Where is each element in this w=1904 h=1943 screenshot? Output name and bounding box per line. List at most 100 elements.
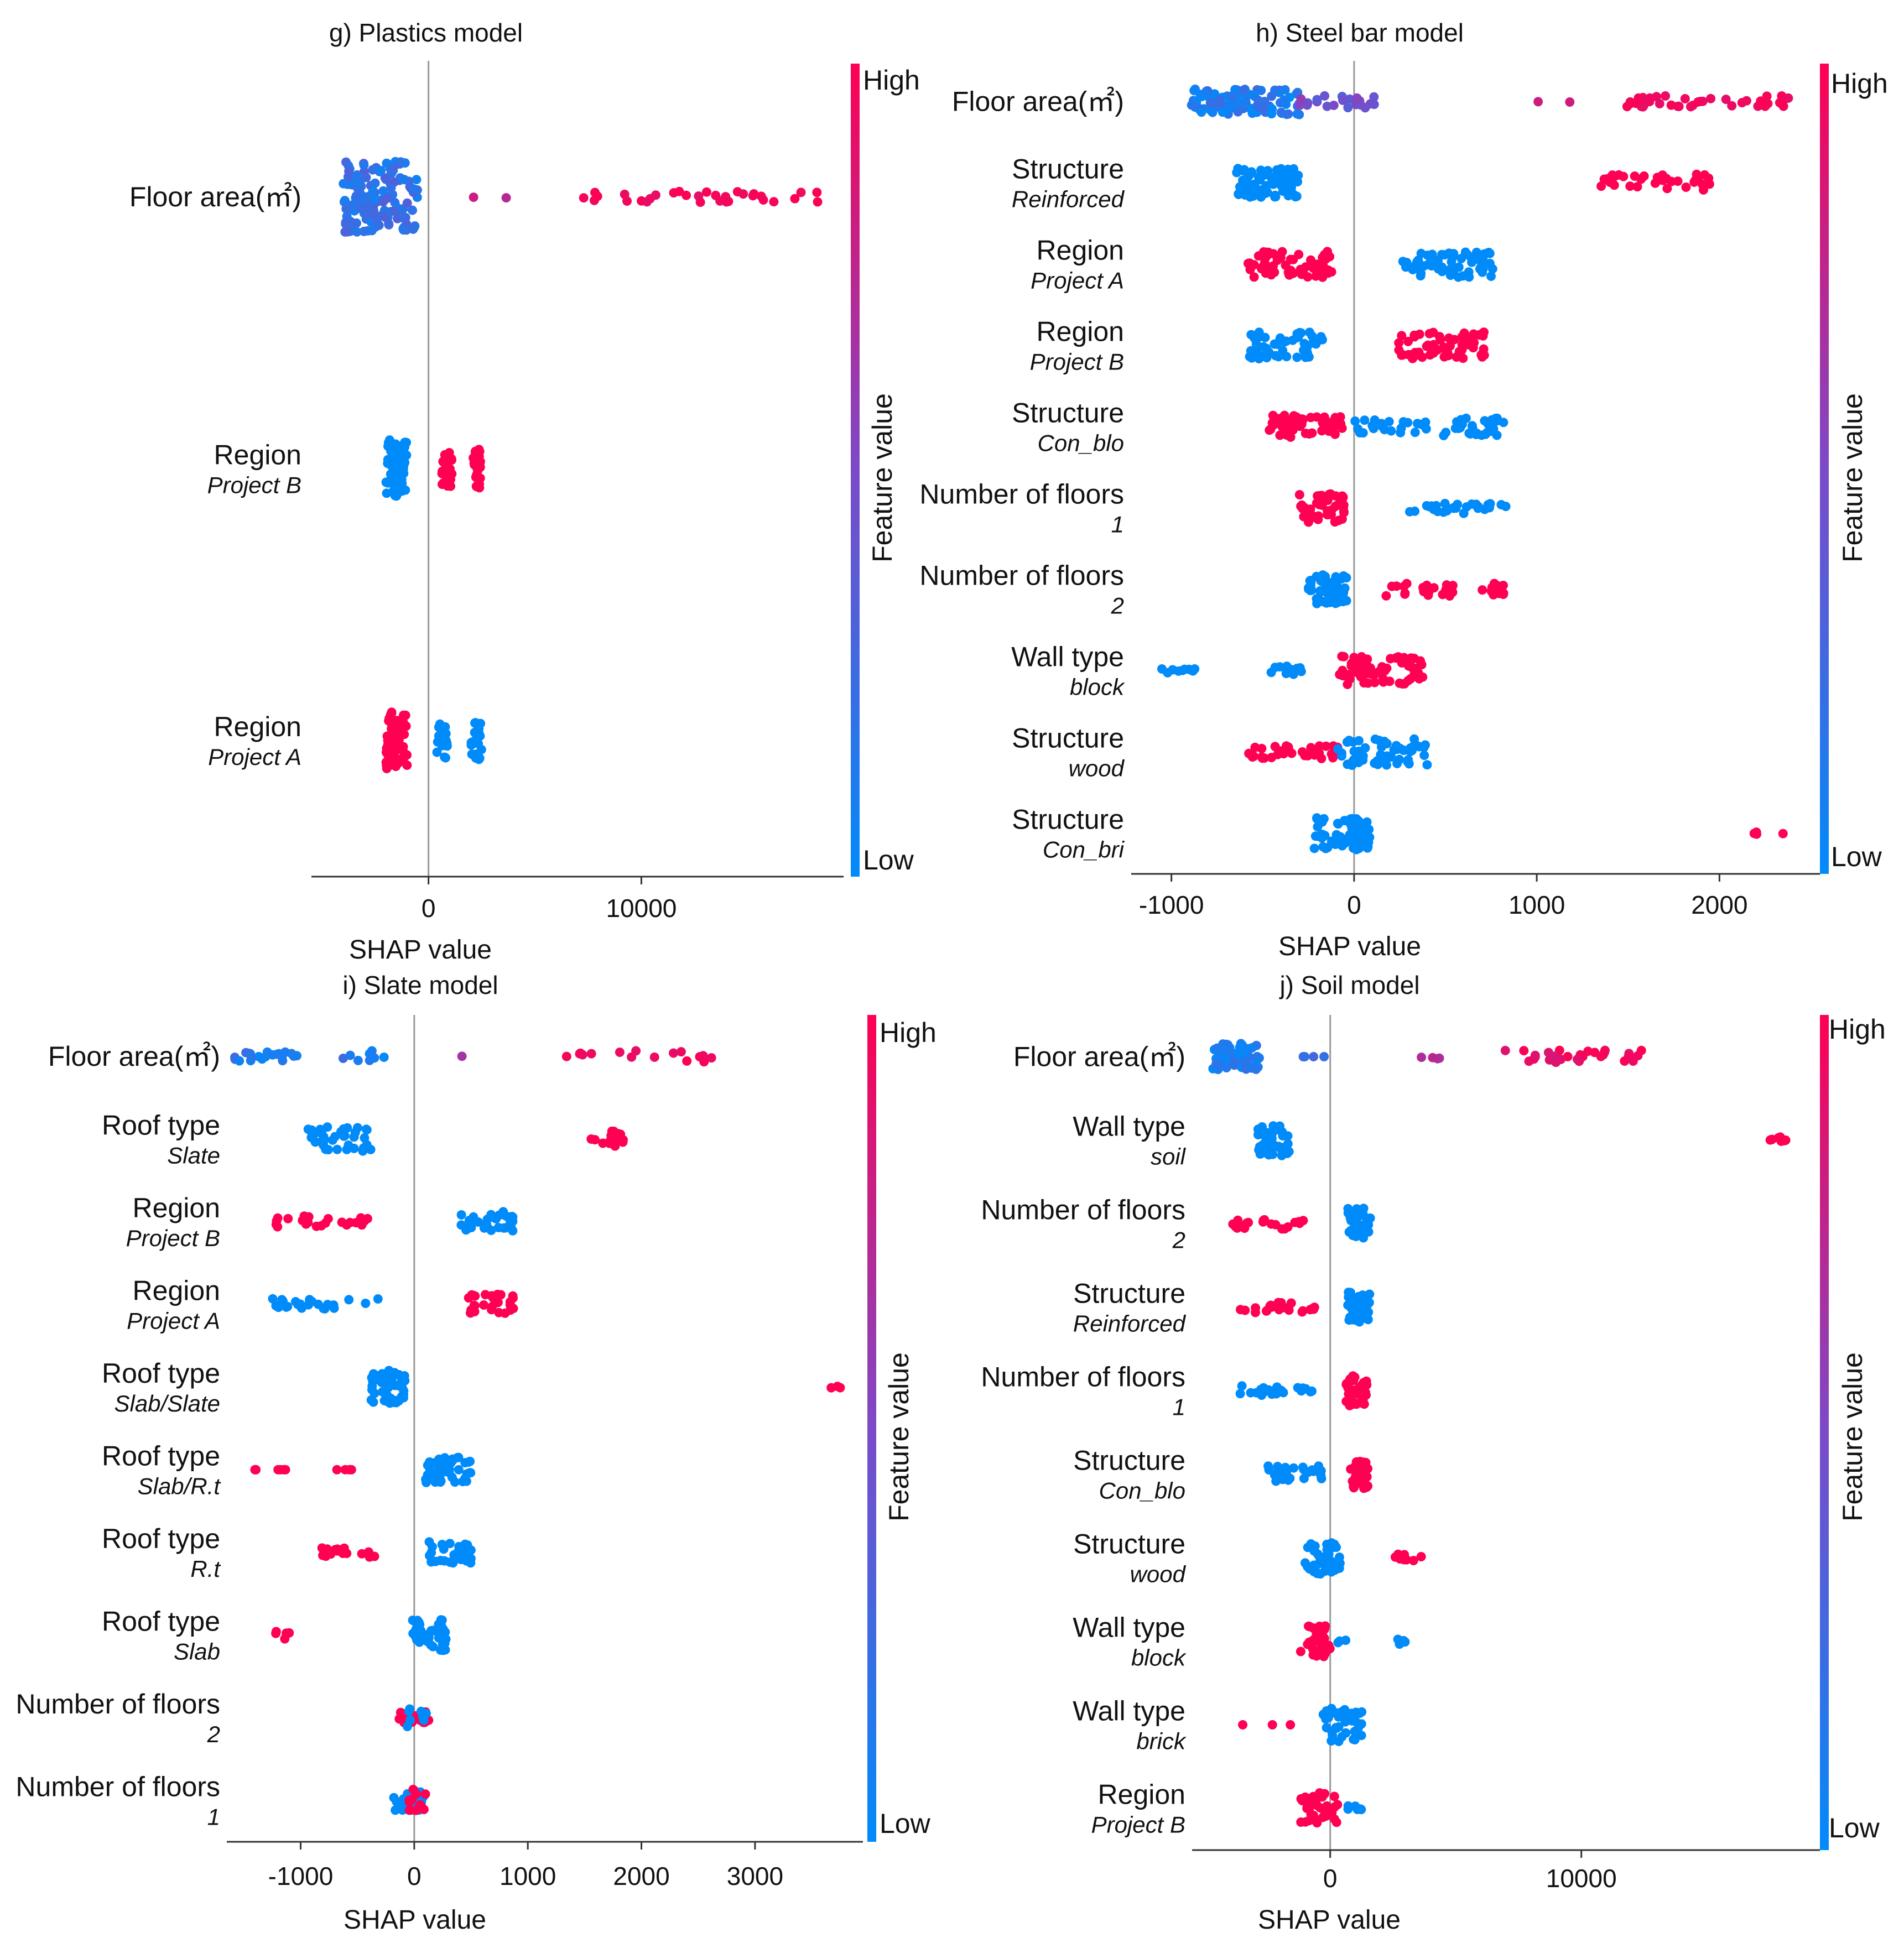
colorbar-label: Feature value — [883, 1352, 914, 1522]
shap-point — [1354, 1721, 1364, 1731]
shap-point — [479, 1300, 489, 1310]
shap-point — [1279, 749, 1289, 759]
shap-point — [418, 1711, 428, 1721]
shap-point — [397, 212, 407, 222]
shap-point — [1419, 261, 1429, 271]
shap-point — [1322, 101, 1332, 111]
shap-point — [378, 186, 388, 196]
slate-model-panel: i) Slate model SHAP value High Low Featu… — [15, 971, 936, 1935]
panel-title: h) Steel bar model — [1256, 18, 1464, 47]
shap-point — [1337, 1732, 1347, 1742]
shap-point — [1336, 751, 1346, 761]
shap-point — [1270, 663, 1280, 673]
shap-point — [1304, 583, 1314, 593]
shap-point — [1369, 92, 1379, 102]
shap-point — [1276, 1470, 1286, 1480]
shap-point — [1246, 1388, 1256, 1398]
shap-point — [1251, 1064, 1261, 1074]
shap-point — [1200, 88, 1210, 98]
colorbar-low-label: Low — [1831, 841, 1882, 872]
feature-name: Floor area(㎡) — [1013, 1041, 1185, 1072]
shap-point — [1267, 1720, 1277, 1730]
shap-point — [1311, 271, 1321, 281]
shap-point — [1343, 1801, 1353, 1811]
shap-point — [1333, 819, 1343, 829]
shap-point — [366, 1051, 376, 1061]
shap-point — [1638, 102, 1648, 112]
shap-point — [367, 1381, 377, 1391]
shap-point — [1356, 1293, 1366, 1303]
shap-point — [440, 722, 450, 732]
shap-point — [1218, 107, 1227, 117]
shap-point — [1310, 1649, 1320, 1659]
feature-sub-label: Con_blo — [1099, 1478, 1185, 1504]
shap-point — [1359, 678, 1369, 688]
shap-point — [408, 1785, 418, 1794]
shap-point — [1341, 1635, 1351, 1645]
shap-point — [1238, 1222, 1247, 1232]
shap-point — [1259, 1147, 1269, 1157]
shap-point — [1196, 107, 1206, 117]
shap-point — [1408, 1556, 1418, 1565]
shap-point — [1474, 502, 1484, 512]
feature-name: Region — [214, 440, 301, 471]
shap-point — [1382, 760, 1392, 770]
shap-point — [1406, 653, 1416, 663]
shap-point — [1226, 103, 1236, 113]
shap-point — [1421, 424, 1431, 434]
shap-point — [384, 220, 394, 230]
feature-name: Number of floors — [981, 1195, 1185, 1226]
shap-point — [1355, 1317, 1364, 1327]
shap-point — [1315, 1569, 1325, 1579]
shap-point — [1489, 585, 1499, 595]
shap-point — [246, 1053, 256, 1063]
feature-sub-label: 1 — [207, 1804, 220, 1830]
shap-point — [412, 175, 422, 185]
shap-point — [812, 187, 822, 197]
shap-point — [1270, 742, 1280, 752]
shap-point — [1297, 1307, 1307, 1317]
shap-point — [1318, 570, 1328, 580]
shap-point — [1429, 503, 1439, 513]
shap-point — [1428, 327, 1438, 337]
shap-point — [1306, 576, 1315, 585]
shap-point — [1333, 584, 1343, 593]
shap-point — [1257, 166, 1267, 176]
x-tick-label: 2000 — [1691, 890, 1747, 919]
feature-name: Structure — [1012, 154, 1124, 185]
shap-point — [1352, 93, 1362, 103]
shap-point — [506, 1305, 515, 1315]
shap-point — [1316, 332, 1326, 342]
shap-point — [1329, 1791, 1339, 1801]
shap-point — [1396, 1554, 1406, 1564]
shap-point — [1326, 1704, 1336, 1713]
shap-point — [1565, 97, 1575, 107]
feature-sub-label: Slab — [174, 1638, 220, 1664]
shap-point — [1476, 430, 1486, 440]
shap-point — [381, 212, 391, 222]
shap-point — [1485, 499, 1495, 509]
shap-point — [1404, 759, 1414, 769]
shap-point — [1419, 742, 1429, 752]
shap-point — [1409, 332, 1419, 342]
shap-point — [1351, 825, 1361, 835]
shap-point — [1303, 1794, 1313, 1804]
shap-point — [1339, 508, 1349, 518]
feature-name: Floor area(㎡) — [48, 1041, 220, 1072]
shap-point — [438, 729, 448, 739]
shap-point — [1278, 186, 1288, 196]
colorbar-label: Feature value — [1837, 393, 1868, 562]
shap-point — [1300, 262, 1310, 272]
plastics-model-panel: g) Plastics model SHAP value High Low Fe… — [129, 18, 920, 965]
shap-point — [1245, 264, 1255, 274]
shap-point — [1318, 842, 1328, 852]
shap-point — [1355, 1708, 1365, 1718]
shap-point — [1605, 178, 1615, 187]
shap-point — [352, 1123, 362, 1133]
colorbar — [1820, 64, 1829, 874]
shap-point — [361, 1299, 371, 1308]
shap-point — [769, 197, 779, 207]
shap-point — [1636, 174, 1646, 184]
shap-point — [420, 1789, 430, 1799]
feature-sub-label: Project A — [1031, 268, 1124, 294]
